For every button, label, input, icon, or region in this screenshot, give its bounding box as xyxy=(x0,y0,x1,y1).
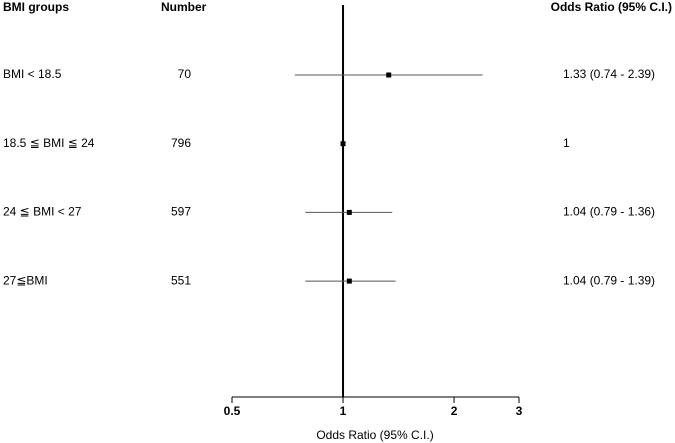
group-label: 18.5 ≦ BMI ≦ 24 xyxy=(3,136,95,150)
group-label: 24 ≦ BMI < 27 xyxy=(3,205,82,219)
count-label: 70 xyxy=(178,67,192,81)
point-estimate xyxy=(386,72,392,78)
point-estimate xyxy=(340,141,346,147)
value-label: 1.04 (0.79 - 1.39) xyxy=(563,273,655,287)
x-tick-label: 2 xyxy=(451,404,458,418)
point-estimate xyxy=(346,278,352,284)
value-label: 1.33 (0.74 - 2.39) xyxy=(563,67,655,81)
x-axis-label: Odds Ratio (95% C.I.) xyxy=(316,428,433,442)
column-header: Odds Ratio (95% C.I.) xyxy=(551,0,672,14)
value-label: 1 xyxy=(563,136,570,150)
column-header: BMI groups xyxy=(3,0,69,14)
count-label: 551 xyxy=(171,273,191,287)
group-label: 27≦BMI xyxy=(3,273,48,287)
x-tick-label: 0.5 xyxy=(224,404,241,418)
count-label: 796 xyxy=(171,136,191,150)
x-tick-label: 1 xyxy=(340,404,347,418)
column-header: Number xyxy=(161,0,207,14)
value-label: 1.04 (0.79 - 1.36) xyxy=(563,205,655,219)
point-estimate xyxy=(346,209,352,215)
x-tick-label: 3 xyxy=(516,404,523,418)
group-label: BMI < 18.5 xyxy=(3,67,62,81)
count-label: 597 xyxy=(171,205,191,219)
